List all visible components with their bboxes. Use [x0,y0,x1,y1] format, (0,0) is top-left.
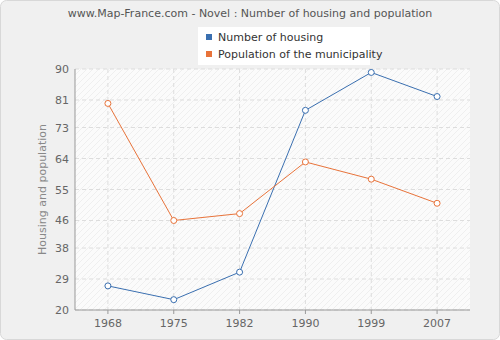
grid-line [75,189,470,190]
x-axis [75,310,470,311]
y-tick-label: 64 [55,153,69,166]
legend-label: Population of the municipality [218,48,383,61]
series-marker [368,69,374,75]
series-line [108,72,437,299]
grid-line-x [371,69,372,310]
y-axis [75,69,76,310]
plot-area [75,69,470,310]
y-tick-label: 73 [55,122,69,135]
title: www.Map-France.com - Novel : Number of h… [68,7,433,20]
legend: Number of housing Population of the munic… [198,27,383,65]
x-tick [239,310,240,314]
series-line [108,103,437,220]
grid-line-x [305,69,306,310]
x-tick-label: 1982 [226,317,254,330]
legend-label: Number of housing [218,31,323,44]
series-marker [368,176,374,182]
grid-line [75,99,470,100]
legend-swatch [206,51,212,57]
x-tick-label: 2007 [423,317,451,330]
x-tick [173,310,174,314]
x-tick [437,310,438,314]
y-tick-label: 29 [55,273,69,286]
grid-line-x [173,69,174,310]
x-tick [107,310,108,314]
grid-line [75,310,470,311]
series-marker [171,297,177,303]
y-axis-label: Housing and population [36,124,49,255]
series-marker [171,217,177,223]
y-tick-label: 46 [55,214,69,227]
grid-line [75,69,470,70]
grid-line [75,248,470,249]
series-marker [302,107,308,113]
series-marker [434,94,440,100]
chart: 20 29 38 46 55 64 73 81 90 1968 1975 1982 1990 1999 20… [0,0,500,340]
grid-line [75,220,470,221]
x-tick-label: 1999 [357,317,385,330]
series-marker [302,159,308,165]
y-tick-label: 20 [55,304,69,317]
y-tick-label: 81 [55,94,69,107]
grid-line [75,127,470,128]
grid-line-x [437,69,438,310]
y-tick-label: 55 [55,184,69,197]
x-tick-label: 1975 [160,317,188,330]
series-marker [237,269,243,275]
y-tick-label: 38 [55,242,69,255]
series-marker [237,211,243,217]
background [1,1,500,340]
series-marker [105,100,111,106]
series-group [105,69,440,302]
y-tick-label: 90 [55,63,69,76]
grid-line [75,158,470,159]
legend-swatch [206,34,212,40]
series-marker [434,200,440,206]
x-tick [305,310,306,314]
series-marker [105,283,111,289]
x-tick [371,310,372,314]
x-tick-label: 1968 [94,317,122,330]
grid-line [75,279,470,280]
x-tick-label: 1990 [291,317,319,330]
